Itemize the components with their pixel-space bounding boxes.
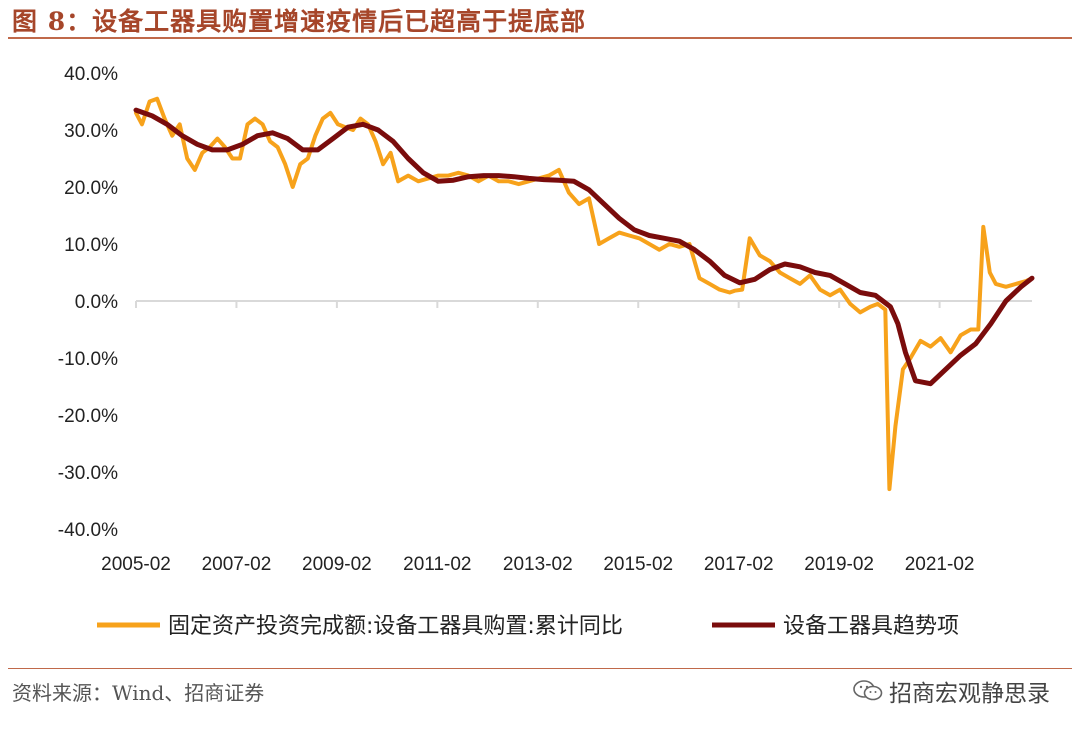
y-tick-label: -30.0% — [58, 463, 118, 484]
y-tick-label: 30.0% — [64, 121, 118, 142]
x-tick-label: 2011-02 — [403, 554, 471, 575]
y-tick-label: -40.0% — [58, 520, 118, 541]
x-axis-labels: 2005-02 2007-02 2009-02 2011-02 2013-02 2015-… — [101, 554, 974, 575]
legend-label-actual: 固定资产投资完成额:设备工器具购置:累计同比 — [168, 614, 623, 639]
series-line-trend — [133, 107, 1035, 387]
y-tick-label: 20.0% — [64, 178, 118, 199]
watermark-text: 招商宏观静思录 — [889, 681, 1050, 707]
y-tick-label: -20.0% — [58, 406, 118, 427]
legend-label-trend: 设备工器具趋势项 — [783, 614, 959, 639]
x-tick-label: 2007-02 — [202, 554, 272, 575]
y-tick-label: 10.0% — [64, 235, 118, 256]
y-tick-label: -10.0% — [58, 349, 118, 370]
chart-legend: 固定资产投资完成额:设备工器具购置:累计同比 设备工器具趋势项 — [97, 614, 959, 639]
x-tick-label: 2021-02 — [905, 554, 975, 575]
source-note: 资料来源：Wind、招商证券 — [12, 681, 265, 705]
line-chart: 40.0% 30.0% 20.0% 10.0% 0.0% -10.0% -20.0% -30.… — [58, 64, 1035, 639]
y-tick-label: 0.0% — [75, 292, 118, 313]
chart-axes — [135, 300, 1032, 308]
x-tick-label: 2019-02 — [804, 554, 874, 575]
footer-rule — [8, 668, 1072, 669]
x-tick-label: 2005-02 — [101, 554, 171, 575]
x-tick-label: 2013-02 — [503, 554, 573, 575]
title-rule — [8, 37, 1072, 39]
x-tick-label: 2017-02 — [704, 554, 774, 575]
x-tick-label: 2009-02 — [302, 554, 372, 575]
series-line-actual — [134, 96, 1034, 492]
watermark: 招商宏观静思录 — [853, 674, 1050, 708]
wechat-icon — [853, 680, 883, 701]
x-tick-label: 2015-02 — [603, 554, 673, 575]
y-tick-label: 40.0% — [64, 64, 118, 85]
chart-series — [133, 96, 1035, 492]
figure-title: 图 8：设备工器具购置增速疫情后已超高于提底部 — [12, 7, 587, 36]
y-axis-labels: 40.0% 30.0% 20.0% 10.0% 0.0% -10.0% -20.0% -30.… — [58, 64, 118, 541]
